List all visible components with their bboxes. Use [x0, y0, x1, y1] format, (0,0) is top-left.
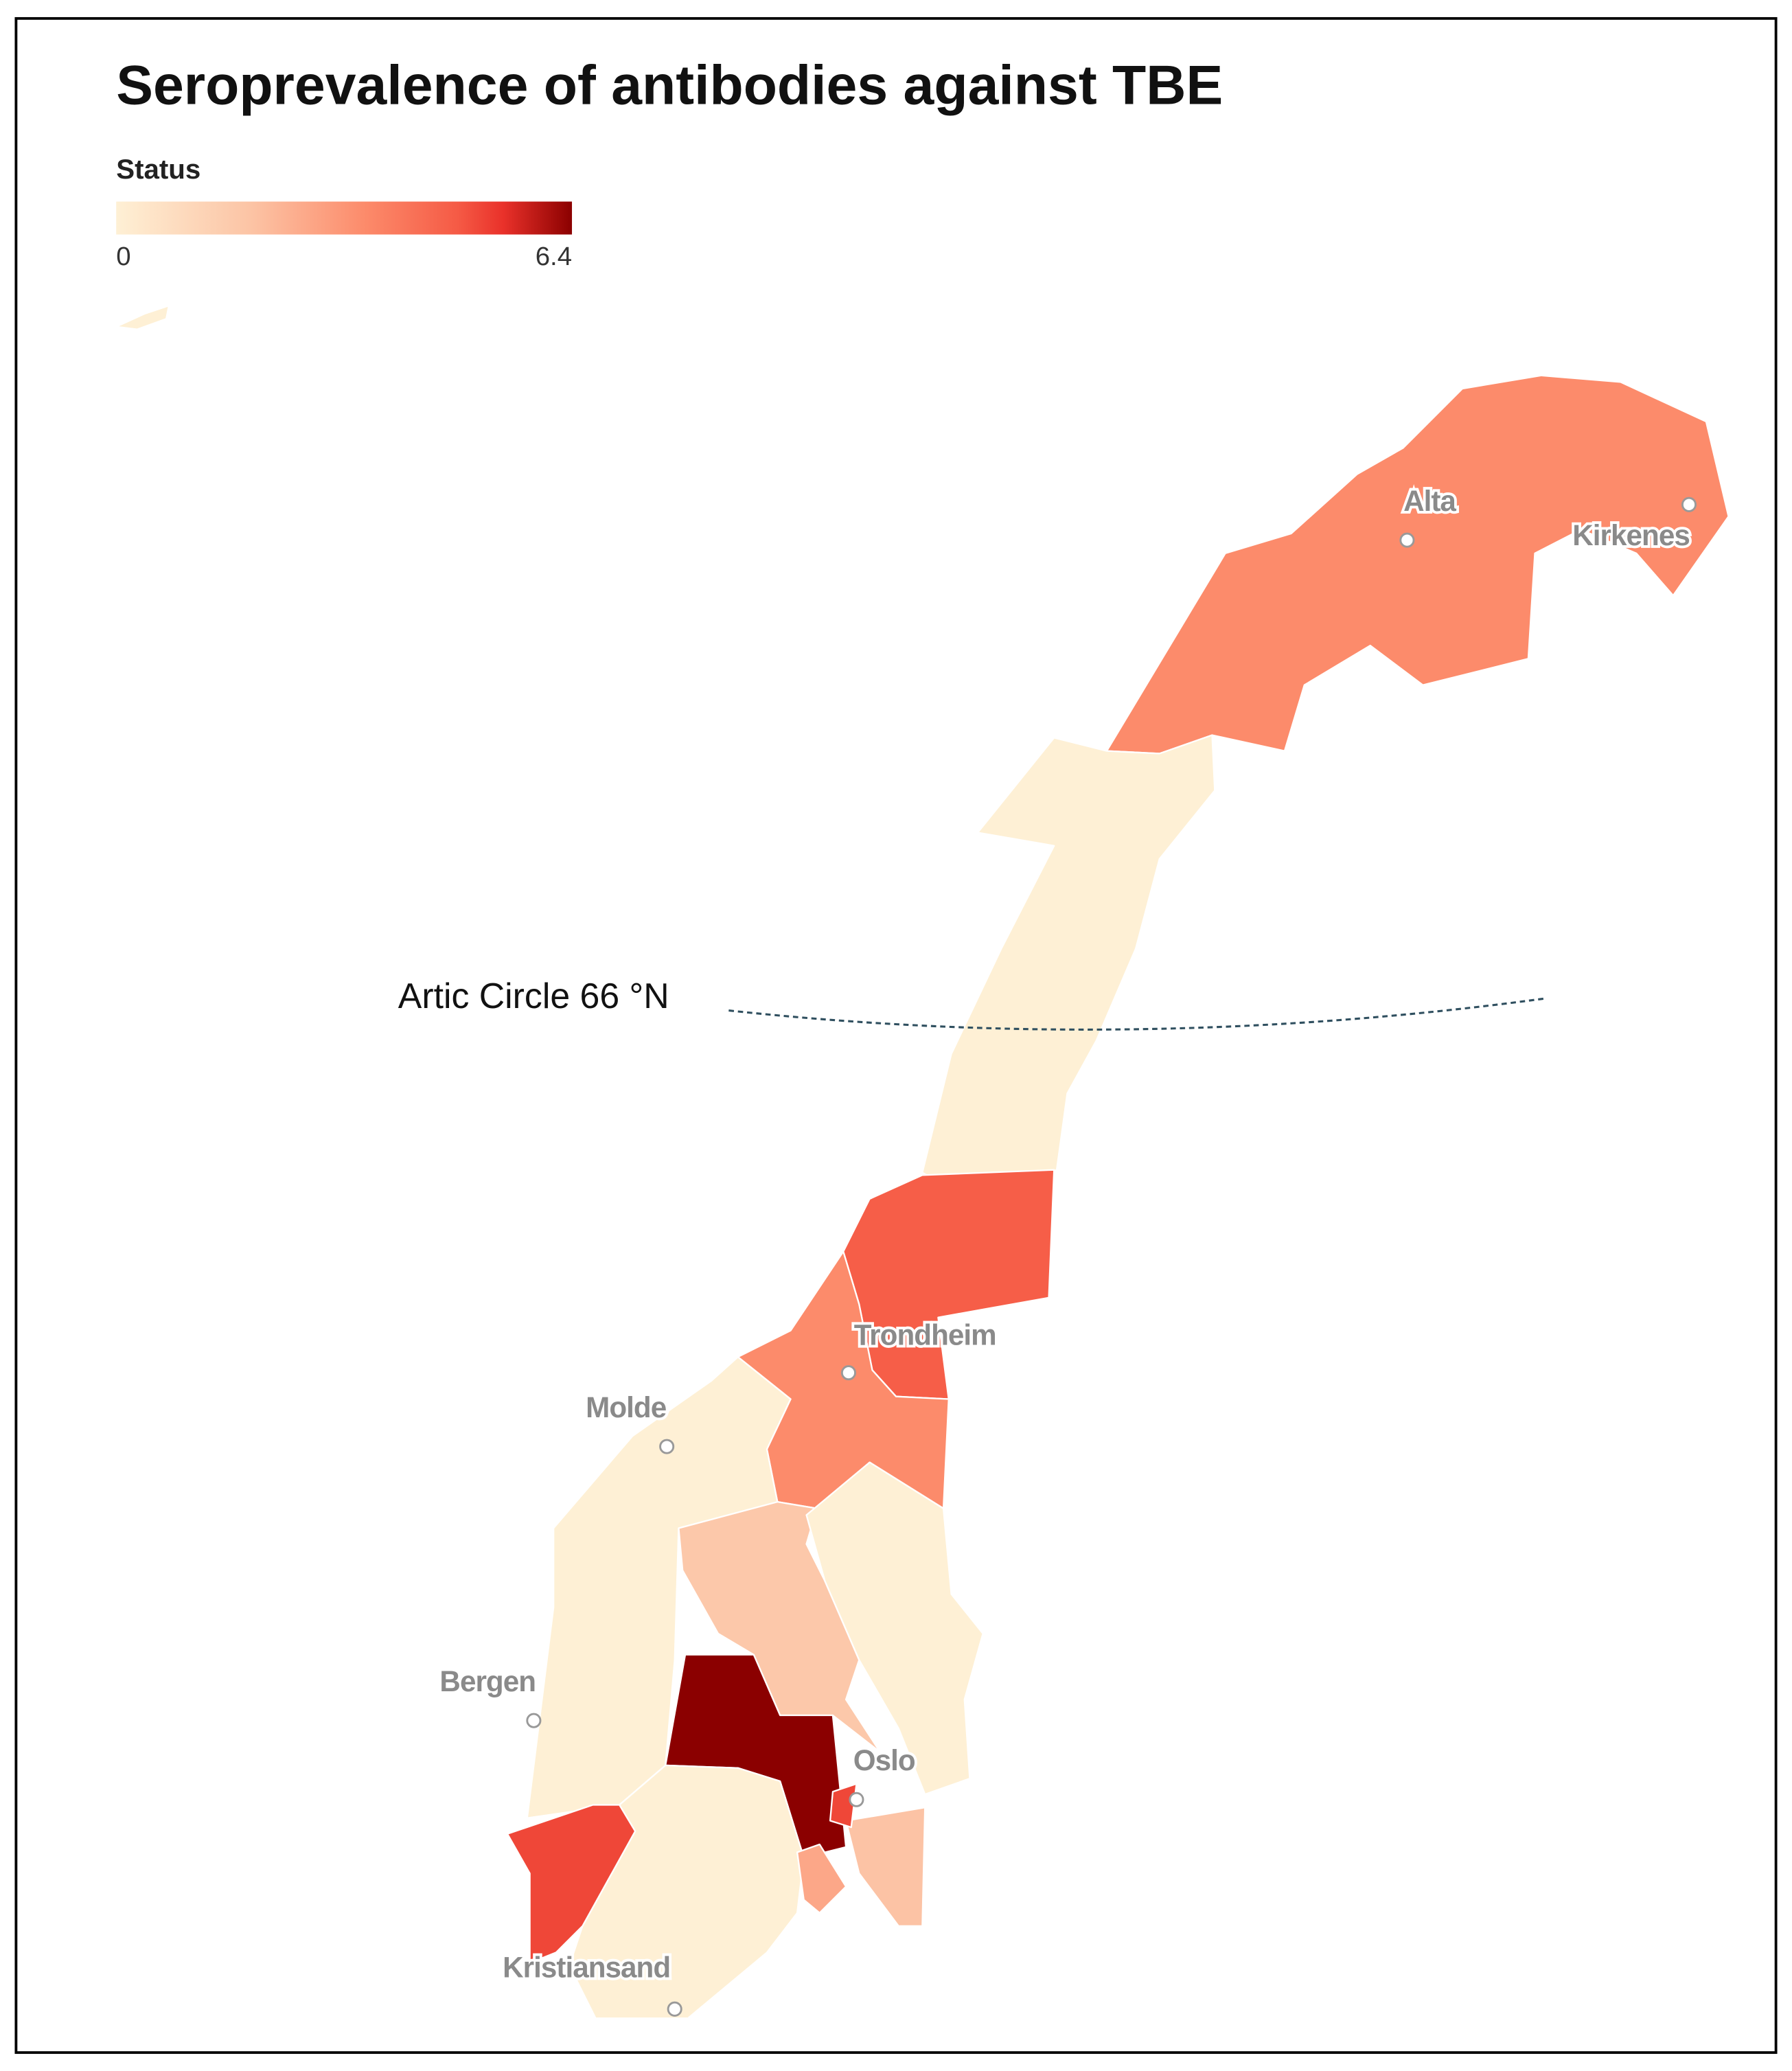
region — [921, 734, 1216, 1189]
city-marker — [1399, 532, 1415, 548]
arctic-circle-line — [728, 997, 1545, 1031]
cities: Alta Kirkenes Trondheim Molde Bergen Oslo Kris… — [437, 482, 1697, 2017]
city-label: Kristiansand — [503, 1951, 670, 1983]
legend-title: Status — [116, 154, 200, 185]
city-marker — [659, 1439, 675, 1454]
city-marker — [1681, 496, 1697, 512]
map-title: Seroprevalence of antibodies against TBE — [116, 55, 1223, 117]
city-marker — [526, 1713, 542, 1728]
region — [805, 1461, 984, 1796]
region — [829, 1783, 858, 1829]
city-marker — [667, 2001, 682, 2017]
region — [526, 1355, 792, 1819]
city-marker — [840, 1365, 856, 1381]
legend-min: 0 — [116, 242, 130, 271]
city-label: Kirkenes — [1572, 519, 1690, 551]
city-label: Alta — [1403, 485, 1456, 517]
region — [845, 1807, 926, 1927]
annotation: Artic Circle 66 °N — [398, 976, 669, 1016]
region — [796, 1843, 847, 1914]
city-marker — [849, 1792, 864, 1807]
regions — [115, 304, 1730, 2019]
region — [506, 1804, 636, 1964]
city-label: Molde — [586, 1391, 667, 1423]
city-label: Oslo — [853, 1744, 915, 1776]
region — [115, 304, 170, 330]
legend-max: 6.4 — [536, 242, 572, 271]
city-label: Bergen — [439, 1665, 536, 1697]
city-label: Trondheim — [854, 1318, 996, 1351]
region — [1105, 374, 1730, 755]
legend-gradient — [116, 201, 573, 235]
